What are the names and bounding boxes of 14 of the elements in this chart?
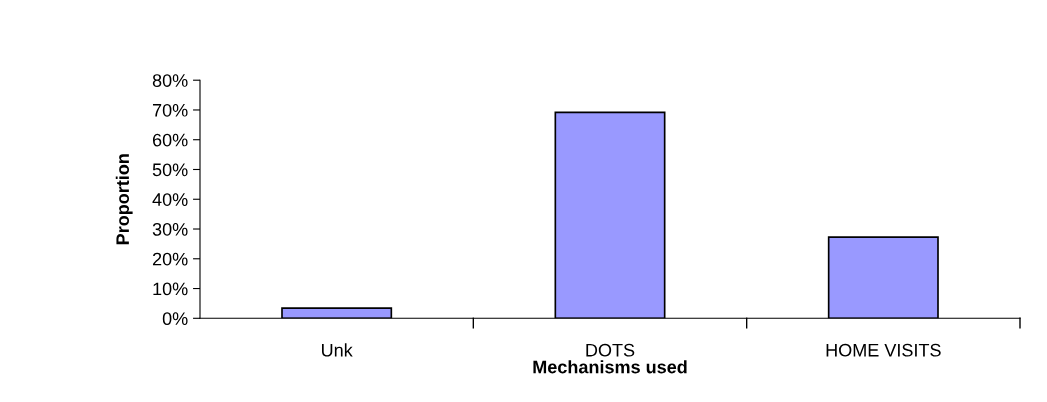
y-tick-label: 10% (153, 282, 188, 296)
x-axis-title: Mechanisms used (533, 360, 687, 374)
y-tick-label: 80% (152, 74, 188, 87)
x-tick-label: HOME VISITS (826, 343, 941, 357)
y-axis-title: Proportion (115, 154, 133, 245)
y-tick-label: 60% (152, 133, 188, 147)
y-tick-label: 70% (152, 103, 188, 117)
y-tick-label: 40% (152, 193, 188, 206)
x-tick-label: Unk (322, 343, 353, 357)
y-tick-label: 30% (152, 222, 188, 236)
y-tick-label: 50% (152, 163, 188, 177)
x-tick-label: DOTS (586, 343, 635, 357)
y-tick-label: 20% (152, 252, 188, 266)
y-tick-label: 0% (162, 312, 188, 326)
